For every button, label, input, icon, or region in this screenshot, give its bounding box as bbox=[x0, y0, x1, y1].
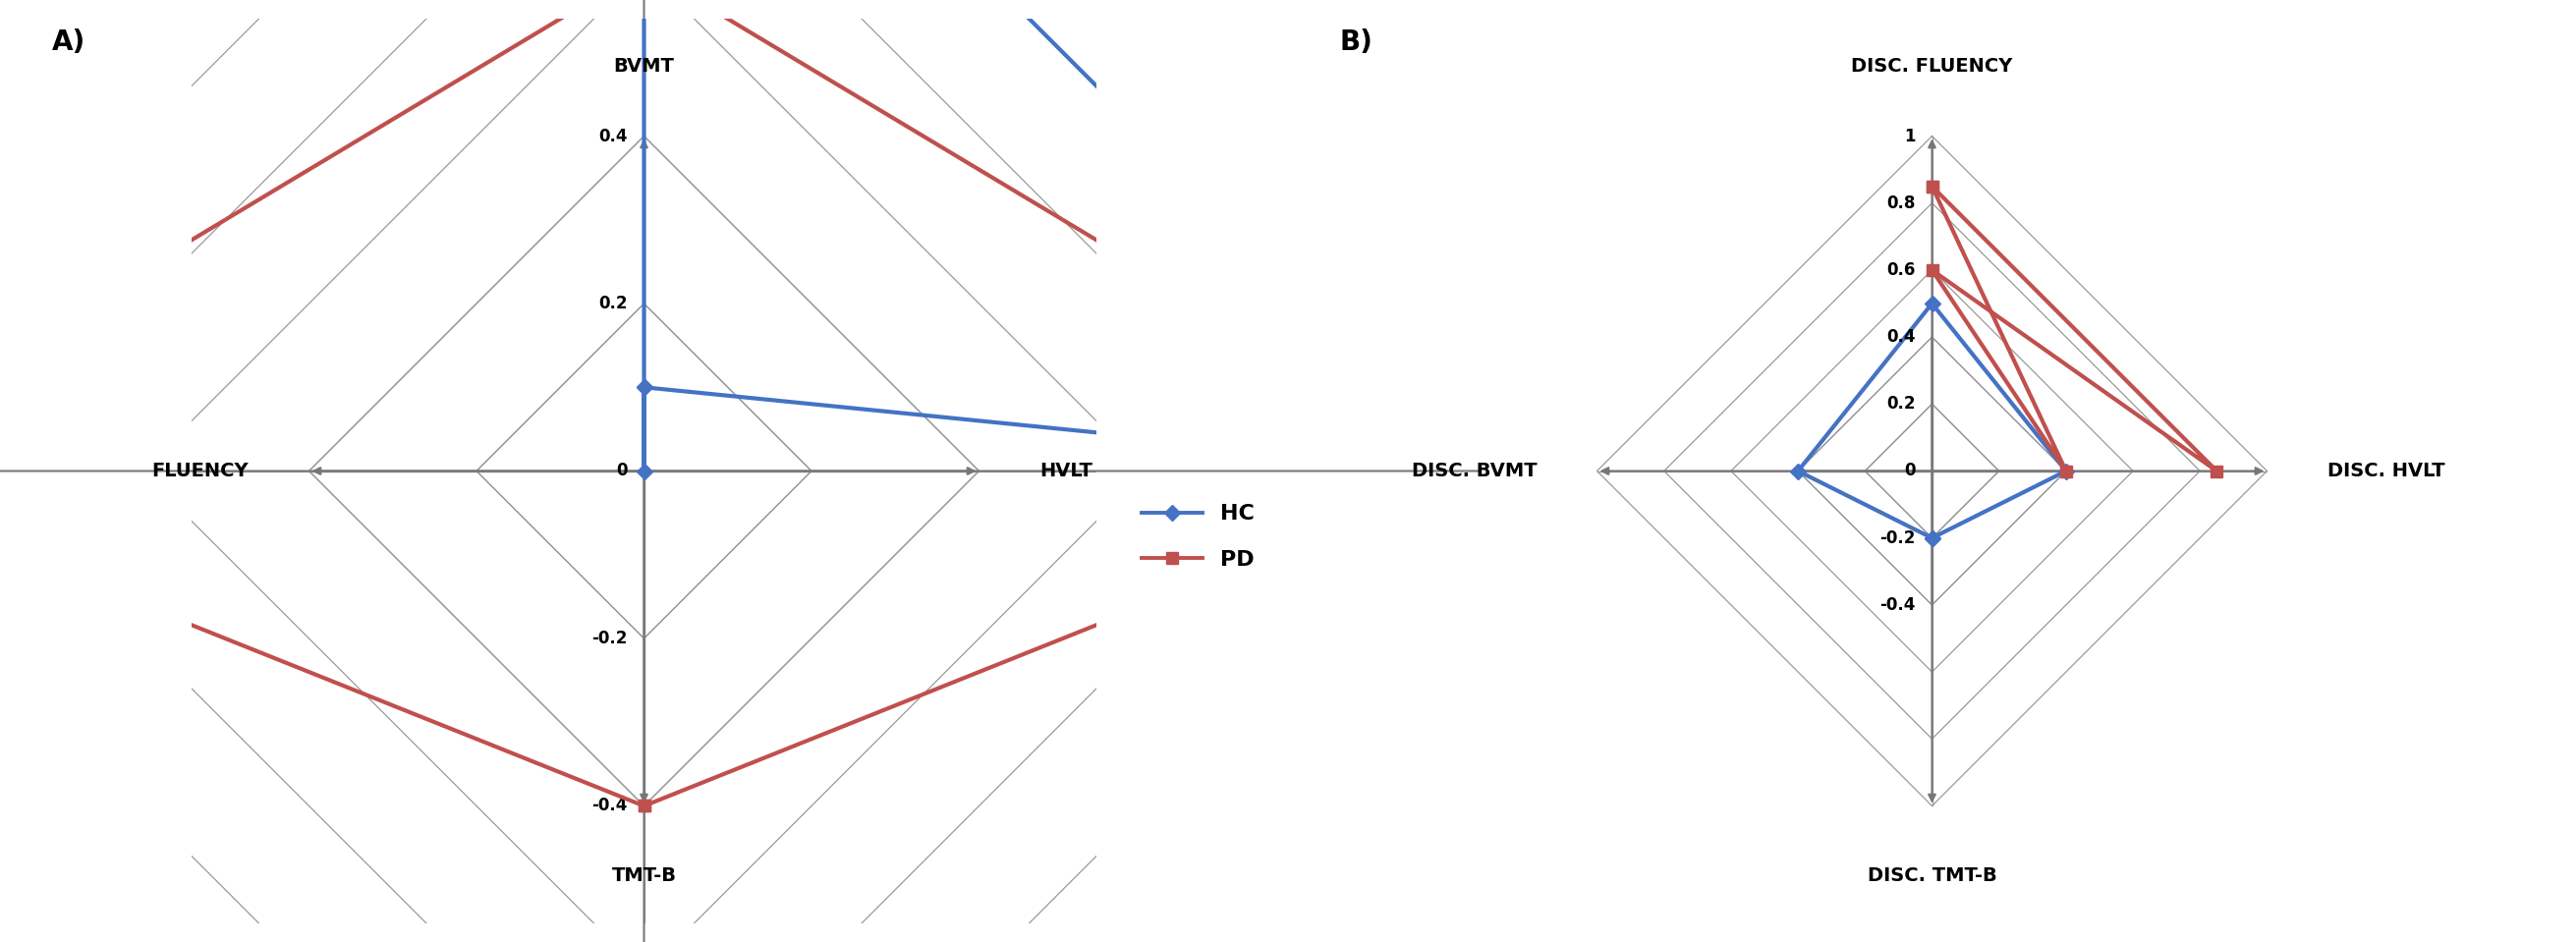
Text: 0.2: 0.2 bbox=[1886, 396, 1914, 413]
Text: 0: 0 bbox=[1904, 463, 1914, 479]
Text: 0.4: 0.4 bbox=[1886, 328, 1914, 346]
Text: 0.6: 0.6 bbox=[1886, 261, 1914, 279]
Text: 1: 1 bbox=[1904, 127, 1914, 145]
Text: DISC. TMT-B: DISC. TMT-B bbox=[1868, 867, 1996, 885]
Text: -0.2: -0.2 bbox=[592, 629, 626, 647]
Text: 0.8: 0.8 bbox=[1886, 194, 1914, 212]
Text: FLUENCY: FLUENCY bbox=[152, 462, 250, 480]
Text: TMT-B: TMT-B bbox=[611, 867, 677, 885]
Text: -0.2: -0.2 bbox=[1880, 529, 1914, 546]
Text: -0.4: -0.4 bbox=[592, 797, 626, 815]
Legend: HC, PD: HC, PD bbox=[1133, 495, 1262, 578]
Text: 0.2: 0.2 bbox=[598, 295, 626, 313]
Text: B): B) bbox=[1340, 28, 1373, 56]
Text: A): A) bbox=[52, 28, 85, 56]
Text: DISC. BVMT: DISC. BVMT bbox=[1412, 462, 1538, 480]
Text: 0: 0 bbox=[616, 463, 626, 479]
Text: HVLT: HVLT bbox=[1038, 462, 1092, 480]
Text: -0.4: -0.4 bbox=[1880, 596, 1914, 614]
Text: DISC. FLUENCY: DISC. FLUENCY bbox=[1852, 57, 2012, 75]
Text: DISC. HVLT: DISC. HVLT bbox=[2326, 462, 2445, 480]
Text: BVMT: BVMT bbox=[613, 57, 675, 75]
Text: 0.4: 0.4 bbox=[598, 127, 626, 145]
